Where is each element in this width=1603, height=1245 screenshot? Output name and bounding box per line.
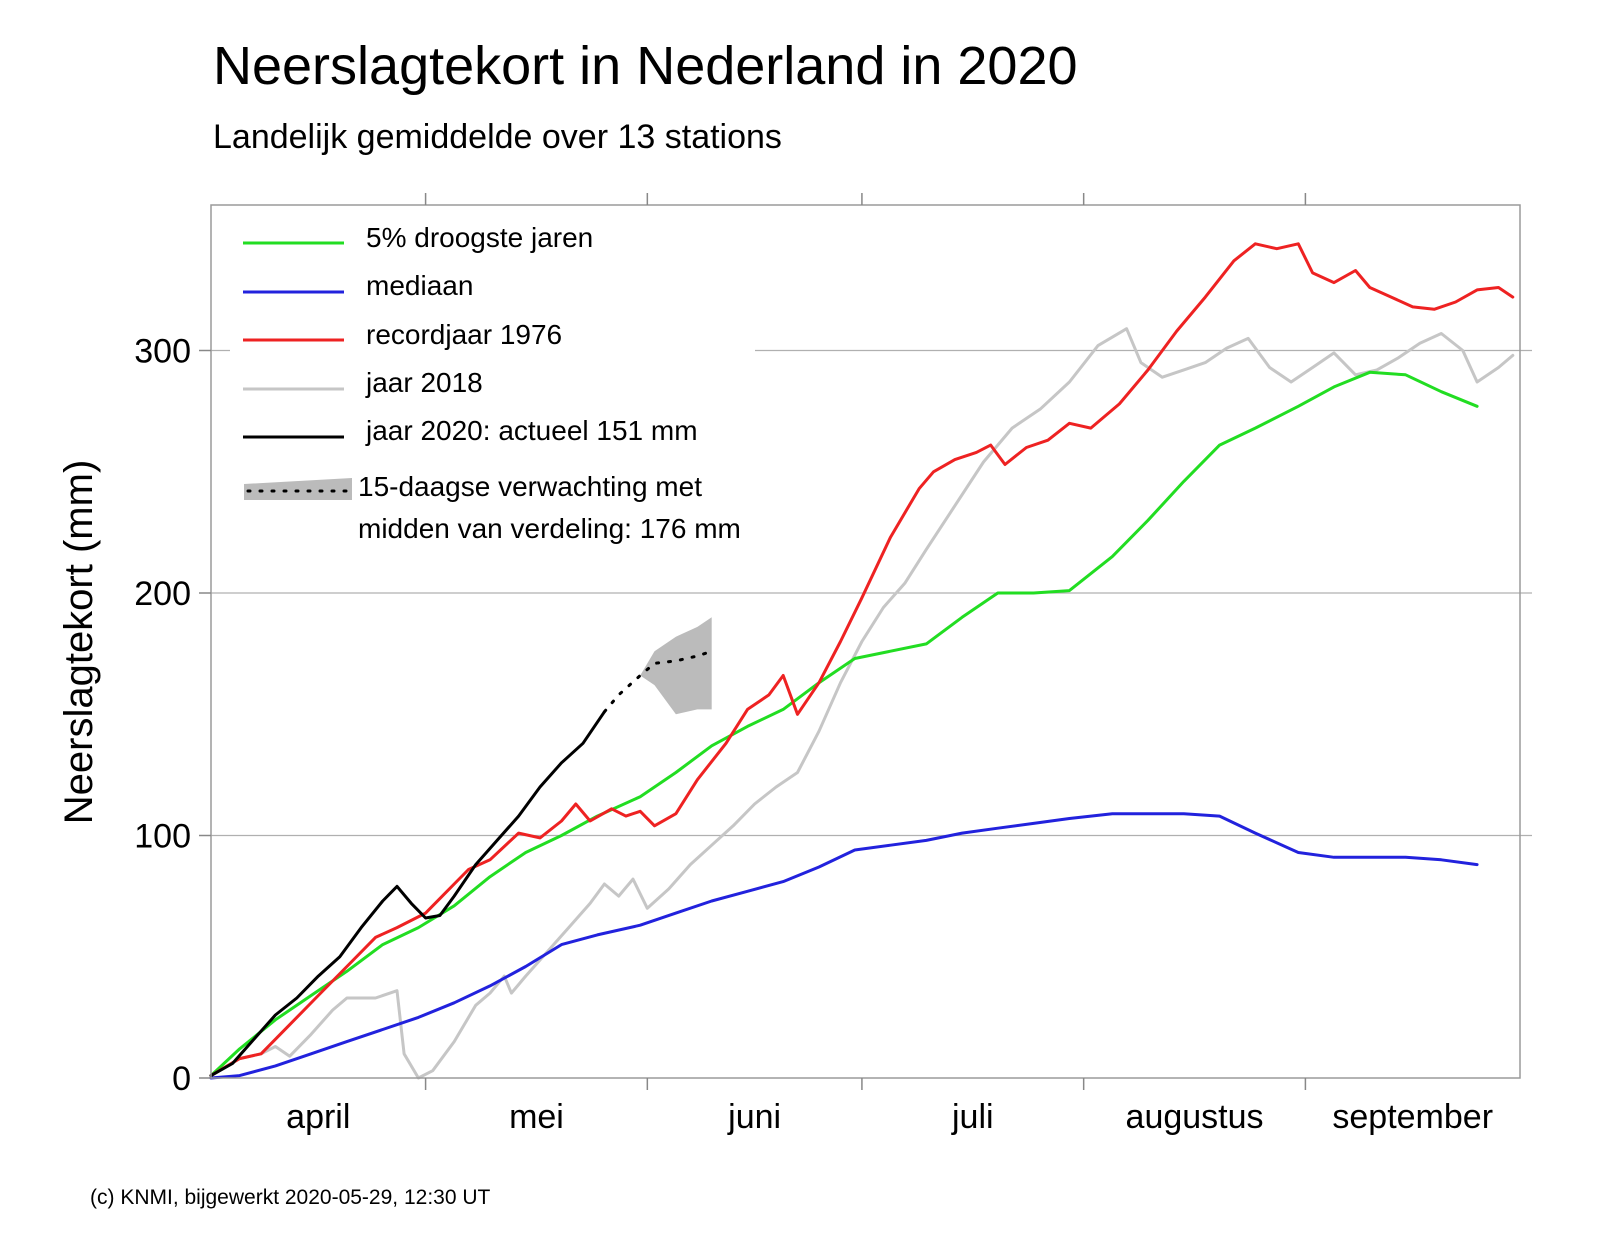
legend-swatch-forecast-band	[244, 478, 352, 500]
y-axis-label: Neerslagtekort (mm)	[57, 460, 101, 825]
legend-label-droogste: 5% droogste jaren	[366, 222, 593, 253]
chart-subtitle: Landelijk gemiddelde over 13 stations	[213, 118, 782, 156]
legend: 5% droogste jaren mediaan recordjaar 197…	[230, 212, 755, 552]
series-2020-line	[209, 710, 606, 1078]
x-tick-label: juli	[951, 1098, 994, 1136]
axes: 0 100 200 300 april mei juni juli augustus septem…	[134, 193, 1493, 1136]
y-tick-label: 200	[134, 575, 191, 613]
x-tick-label: juni	[727, 1098, 781, 1136]
plot-frame	[210, 204, 1521, 1079]
forecast-layer	[602, 617, 714, 715]
legend-label-forecast-2: midden van verdeling: 176 mm	[358, 513, 741, 544]
y-tick-label: 300	[134, 333, 191, 371]
series-2018-line	[209, 327, 1515, 1080]
series-5pct-droogste-line	[209, 370, 1479, 1078]
series-mediaan-line	[209, 812, 1479, 1080]
y-tick-label: 0	[172, 1060, 191, 1098]
legend-label-2018: jaar 2018	[365, 367, 483, 398]
legend-label-1976: recordjaar 1976	[366, 319, 562, 350]
footer-credit: (c) KNMI, bijgewerkt 2020-05-29, 12:30 U…	[90, 1186, 491, 1209]
x-tick-label: september	[1332, 1098, 1493, 1136]
legend-label-2020: jaar 2020: actueel 151 mm	[365, 415, 698, 446]
legend-label-mediaan: mediaan	[366, 270, 473, 301]
y-tick-label: 100	[134, 818, 191, 856]
x-tick-label: augustus	[1126, 1098, 1264, 1136]
chart-title: Neerslagtekort in Nederland in 2020	[213, 36, 1078, 96]
x-tick-label: mei	[509, 1098, 564, 1136]
forecast-band	[640, 617, 712, 715]
series-1976-line	[209, 242, 1515, 1078]
legend-label-forecast-1: 15-daagse verwachting met	[358, 471, 702, 502]
series-layer	[209, 242, 1515, 1080]
x-tick-label: april	[286, 1098, 350, 1136]
